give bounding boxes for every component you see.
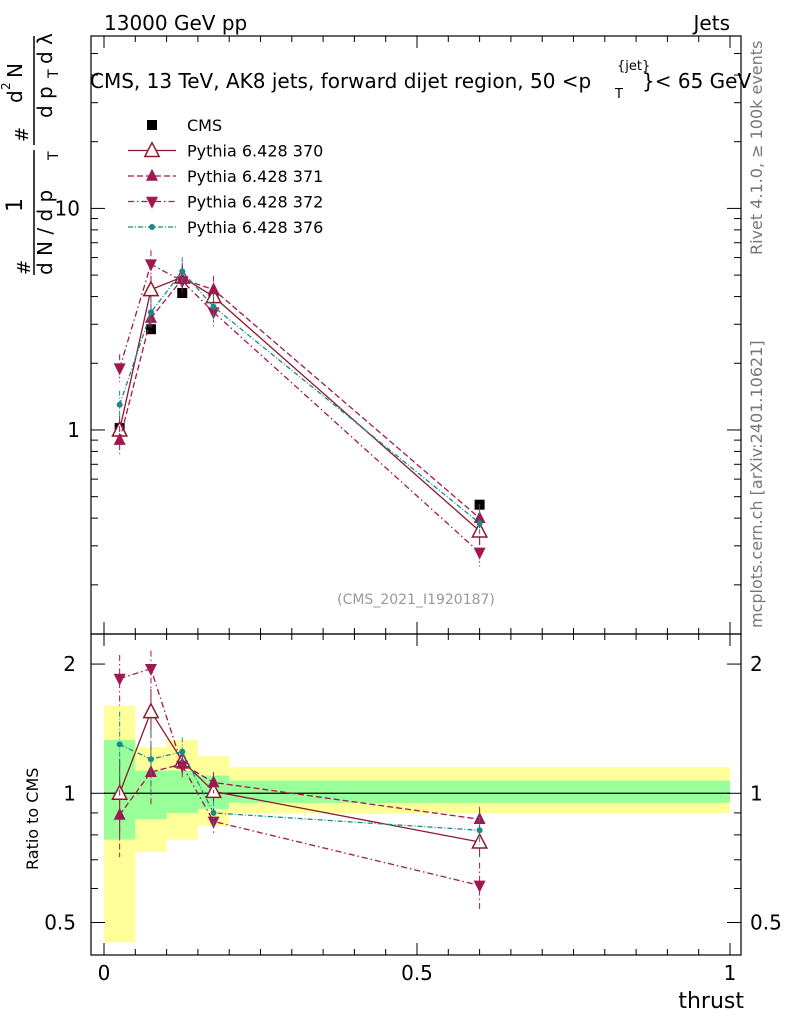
header-left: 13000 GeV pp — [104, 11, 247, 35]
legend-marker-4 — [149, 224, 155, 230]
ratio-line-4 — [119, 743, 480, 831]
ylabel-t1: T — [46, 151, 62, 161]
legend: CMS Pythia 6.428 370 Pythia 6.428 371 Pythi… — [128, 116, 323, 237]
ratio-tick-label: 2 — [63, 652, 76, 676]
legend-label-1: Pythia 6.428 370 — [187, 142, 323, 161]
series-0-point — [177, 288, 188, 299]
legend-marker-3 — [146, 196, 158, 209]
ratio-tick-label-right: 0.5 — [750, 910, 782, 934]
ratio-2-point — [113, 807, 126, 820]
ratio-frame — [90, 633, 742, 956]
series-1-point — [142, 280, 160, 297]
x-tick-label: 0 — [98, 961, 111, 985]
legend-label-0: CMS — [187, 116, 222, 135]
rivet-label: Rivet 4.1.0, ≥ 100k events — [747, 41, 766, 255]
title-main: CMS, 13 TeV, AK8 jets, forward dijet reg… — [90, 69, 591, 93]
ratio-4-point — [147, 756, 154, 763]
ratio-ylabel: Ratio to CMS — [23, 768, 42, 870]
analysis-id: (CMS_2021_I1920187) — [337, 592, 495, 608]
ratio-2-point — [207, 775, 220, 788]
ratio-3-point — [113, 673, 126, 686]
series-line-3 — [119, 263, 481, 553]
legend-marker-0 — [147, 120, 157, 130]
legend-label-4: Pythia 6.428 376 — [187, 218, 323, 237]
ratio-tick-label-right: 2 — [750, 652, 763, 676]
title-end: }< 65 GeV — [642, 69, 751, 93]
ratio-3-point — [144, 663, 157, 676]
ratio-4-point — [476, 827, 483, 834]
ylabel-dp: d p — [33, 86, 57, 118]
ratio-4-point — [116, 741, 123, 748]
band-green-2 — [166, 770, 198, 813]
header-right: Jets — [692, 11, 730, 35]
series-line-1 — [119, 276, 481, 532]
legend-marker-2 — [146, 168, 158, 181]
ratio-plot: 0 0.5 1 0.5 0.5 1 1 2 2 — [44, 633, 782, 985]
series-2-point — [144, 310, 157, 323]
ratio-4-point — [210, 809, 217, 816]
ratio-4-point — [179, 748, 186, 755]
ratio-3-point — [473, 880, 486, 893]
ratio-tick-label-right: 1 — [750, 781, 763, 805]
x-tick-label: 1 — [724, 961, 737, 985]
ylabel-hash2: # — [12, 127, 33, 142]
series-3-point — [473, 547, 486, 560]
series-3-point — [113, 363, 126, 376]
series-4-point — [179, 268, 186, 275]
title-sub: T — [614, 87, 623, 102]
series-2-point — [207, 282, 220, 295]
series-2-point — [113, 432, 126, 445]
main-plot: 1 10 — [55, 35, 742, 635]
series-4-point — [147, 309, 154, 316]
series-4-point — [116, 401, 123, 408]
legend-label-3: Pythia 6.428 372 — [187, 193, 323, 212]
y-tick-label: 1 — [67, 418, 80, 442]
ylabel-hash: # — [14, 260, 35, 275]
chart-title: CMS, 13 TeV, AK8 jets, forward dijet reg… — [90, 59, 751, 102]
ylabel-two: 2 — [0, 82, 13, 90]
ratio-tick-label: 0.5 — [44, 910, 76, 934]
ratio-tick-label: 1 — [63, 781, 76, 805]
ratio-3-point — [176, 760, 189, 773]
series-3-point — [144, 259, 157, 272]
ylabel-dn: d N / d p — [33, 190, 57, 275]
series-0-point — [145, 324, 156, 335]
y-axis-label: # 1 d N / d p T # d 2 N d p T d λ — [0, 33, 62, 275]
ylabel-n: N — [3, 63, 27, 78]
mcplots-label: mcplots.cern.ch [arXiv:2401.10621] — [747, 340, 766, 628]
y-tick-label: 10 — [55, 196, 80, 220]
ratio-1-point — [142, 702, 160, 719]
ylabel-t2: T — [46, 69, 62, 79]
ylabel-one: 1 — [3, 198, 28, 212]
ylabel-dlambda: d λ — [33, 33, 57, 64]
series-line-4 — [119, 270, 481, 524]
legend-label-2: Pythia 6.428 371 — [187, 167, 323, 186]
x-tick-label: 0.5 — [401, 961, 433, 985]
series-4-point — [476, 520, 483, 527]
legend-marker-1 — [143, 141, 161, 158]
title-sup: {jet} — [617, 59, 650, 74]
series-line-2 — [119, 278, 481, 519]
ylabel-d: d — [3, 90, 27, 103]
band-green-4 — [229, 780, 730, 803]
x-axis-label: thrust — [678, 989, 744, 1014]
series-4-point — [210, 303, 217, 310]
